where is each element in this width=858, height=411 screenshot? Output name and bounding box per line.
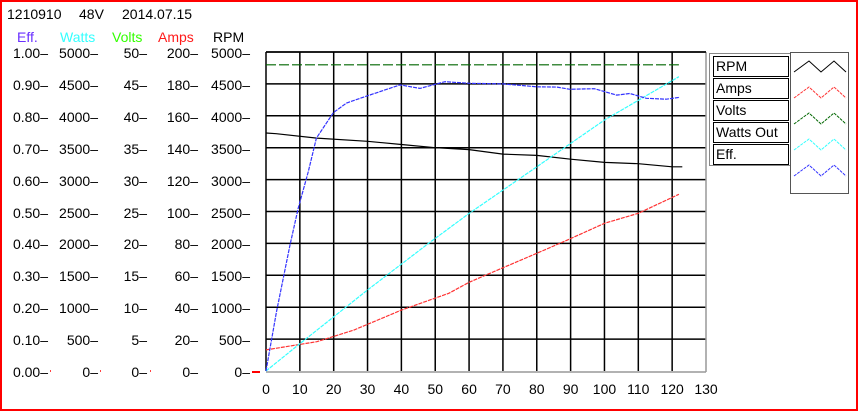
x-tick-label: 100 <box>593 381 617 397</box>
y-tick-label: 1500 <box>54 268 98 284</box>
y-tick-label: 180 <box>154 77 198 93</box>
x-tick-label: 50 <box>427 381 443 397</box>
x-tick-label: 110 <box>627 381 650 397</box>
legend-item-volts: Volts <box>713 100 789 121</box>
x-tick-label: 60 <box>461 381 477 397</box>
y-tick-label: 3500 <box>54 141 98 157</box>
x-tick-label: 70 <box>495 381 511 397</box>
series-line-wattsout <box>265 76 680 372</box>
y-tick-label: 4000 <box>54 109 98 125</box>
y-tick-label: 20 <box>154 332 198 348</box>
test-voltage: 48V <box>79 6 104 22</box>
y-tick-label: 1000 <box>206 300 250 316</box>
y-tick-label: 15 <box>103 268 147 284</box>
y-tick-label: 0.00 <box>4 364 48 380</box>
legend-item-amps: Amps <box>713 78 789 99</box>
test-id: 1210910 <box>7 6 62 22</box>
y-tick-label: 0.10 <box>4 332 48 348</box>
y-tick-label: 0.80 <box>4 109 48 125</box>
x-tick-label: 120 <box>660 381 684 397</box>
axis-label-watts: Watts <box>60 29 96 45</box>
y-tick-label: 500 <box>54 332 98 348</box>
legend-swatches <box>790 52 849 194</box>
series-line-eff <box>265 81 680 372</box>
y-tick-label: 0.70 <box>4 141 48 157</box>
y-tick-label: 2500 <box>54 205 98 221</box>
legend-item-rpm: RPM <box>713 56 789 77</box>
y-tick-label: 40 <box>154 300 198 316</box>
y-tick-label: 200 <box>154 45 198 61</box>
y-tick-label: 45 <box>103 77 147 93</box>
y-tick-label: 60 <box>154 268 198 284</box>
y-tick-label: 40 <box>103 109 147 125</box>
y-tick-label: 1500 <box>206 268 250 284</box>
axis-label-rpm: RPM <box>213 29 245 45</box>
test-date: 2014.07.15 <box>122 6 193 22</box>
y-tick-label: 1000 <box>54 300 98 316</box>
legend: RPM Amps Volts Watts Out Eff. <box>709 53 791 166</box>
axis-label-amps: Amps <box>158 29 194 45</box>
series-line-rpm <box>265 132 683 168</box>
y-tick-label: 0.30 <box>4 268 48 284</box>
y-tick-label: 2000 <box>54 236 98 252</box>
legend-swatch-wattsout <box>793 138 847 151</box>
x-tick-label: 80 <box>529 381 545 397</box>
axis-label-volts: Volts <box>112 29 143 45</box>
y-tick-label: 2500 <box>206 205 250 221</box>
y-tick-label: 5 <box>103 332 147 348</box>
x-tick-label: 90 <box>563 381 579 397</box>
y-tick-label: 5000 <box>206 45 250 61</box>
y-tick-label: 25 <box>103 205 147 221</box>
y-tick-label: 120 <box>154 173 198 189</box>
x-tick-label: 10 <box>292 381 308 397</box>
y-tick-label: 4500 <box>54 77 98 93</box>
y-tick-label: 0 <box>54 364 98 380</box>
x-tick-label: 130 <box>694 381 718 397</box>
legend-swatch-rpm <box>793 60 847 73</box>
x-tick-label: 20 <box>326 381 342 397</box>
y-tick-label: 0.60 <box>4 173 48 189</box>
y-tick-label: 140 <box>154 141 198 157</box>
y-tick-label: 0 <box>103 364 147 380</box>
y-tick-label: 35 <box>103 141 147 157</box>
y-tick-label: 30 <box>103 173 147 189</box>
legend-item-eff: Eff. <box>713 144 789 165</box>
legend-item-watts-out: Watts Out <box>713 122 789 143</box>
legend-swatch-volts <box>793 112 847 125</box>
y-tick-label: 80 <box>154 236 198 252</box>
axis-label-eff: Eff. <box>17 29 38 45</box>
y-tick-label: 0.20 <box>4 300 48 316</box>
y-tick-label: 500 <box>206 332 250 348</box>
y-tick-label: 100 <box>154 205 198 221</box>
y-tick-label: 3500 <box>206 141 250 157</box>
y-tick-label: 0 <box>206 364 250 380</box>
y-tick-label: 4000 <box>206 109 250 125</box>
y-tick-label: 10 <box>103 300 147 316</box>
y-tick-label: 5000 <box>54 45 98 61</box>
y-tick-label: 20 <box>103 236 147 252</box>
y-tick-label: 3000 <box>54 173 98 189</box>
legend-swatch-amps <box>793 86 847 99</box>
y-tick-label: 0.50 <box>4 205 48 221</box>
y-tick-label: 3000 <box>206 173 250 189</box>
y-tick-label: 0.40 <box>4 236 48 252</box>
y-tick-label: 2000 <box>206 236 250 252</box>
y-tick-label: 0.90 <box>4 77 48 93</box>
y-tick-label: 50 <box>103 45 147 61</box>
y-tick-label: 4500 <box>206 77 250 93</box>
y-tick-label: 1.00 <box>4 45 48 61</box>
legend-swatch-eff <box>793 164 847 177</box>
series-line-amps <box>265 193 680 351</box>
y-tick-label: 160 <box>154 109 198 125</box>
x-tick-label: 0 <box>262 381 270 397</box>
x-tick-label: 40 <box>394 381 410 397</box>
y-tick-label: 0 <box>154 364 198 380</box>
x-tick-label: 30 <box>360 381 376 397</box>
